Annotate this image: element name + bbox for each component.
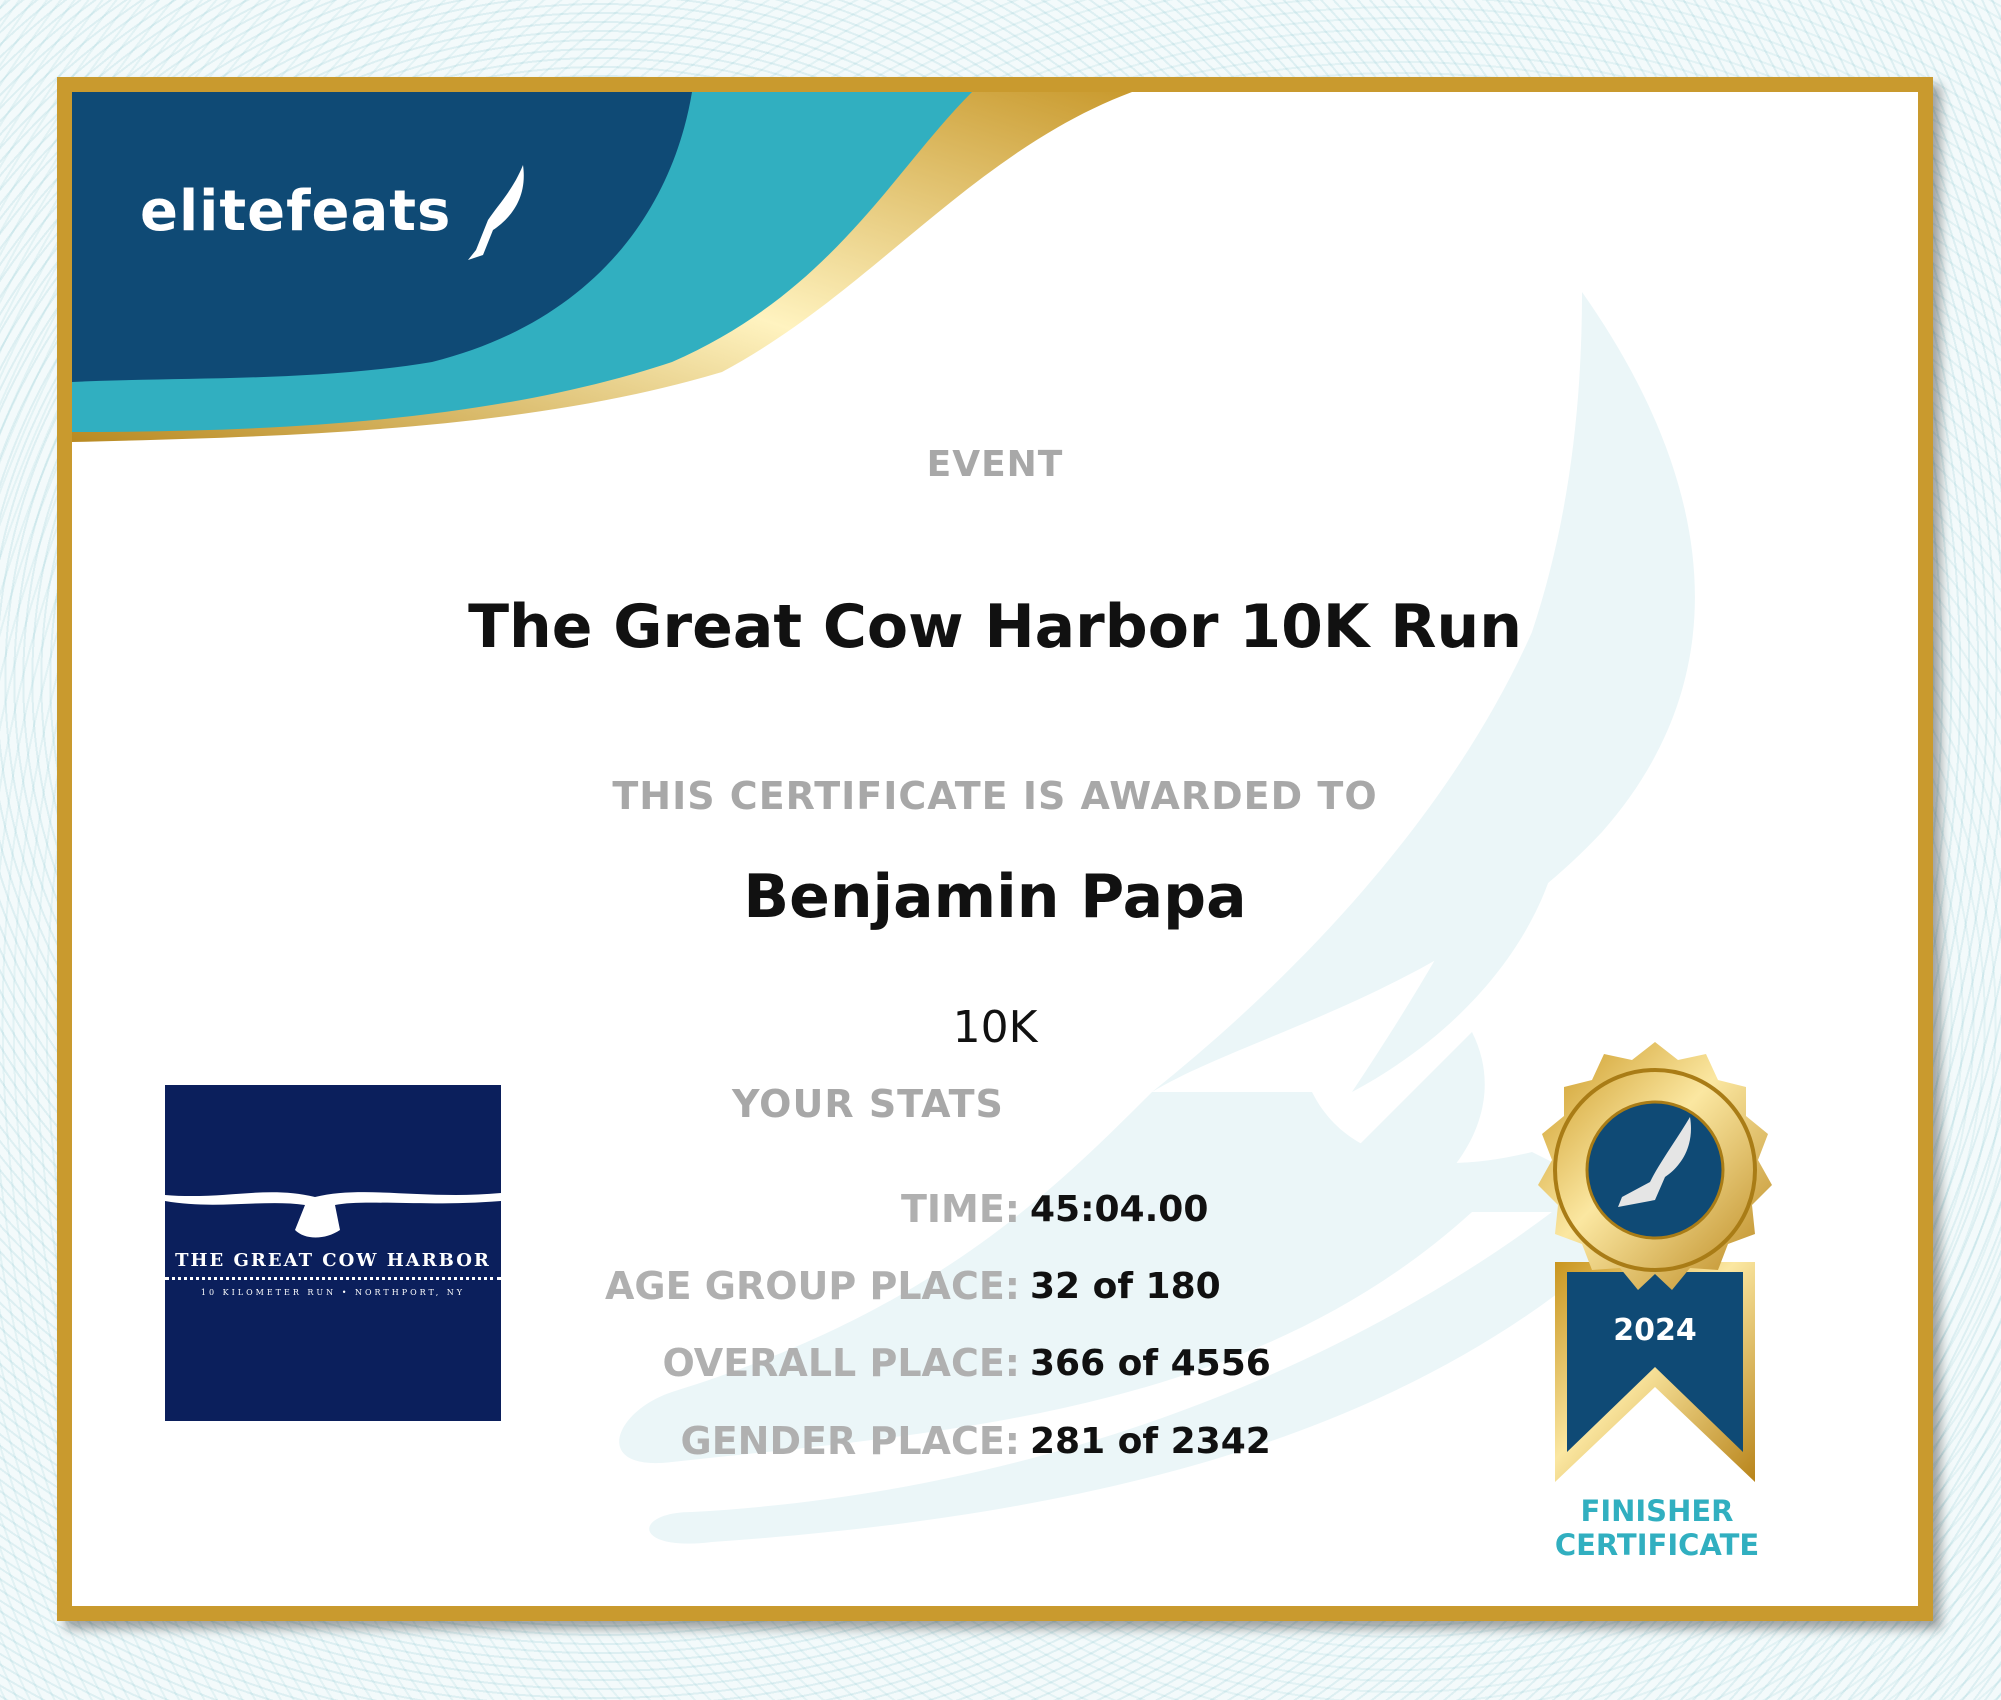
finisher-badge: 2024 — [1538, 1042, 1772, 1482]
certificate: elitefeats EVENT The Great Cow Harbor 10… — [57, 77, 1933, 1621]
event-name: The Great Cow Harbor 10K Run — [468, 592, 1522, 662]
awarded-to-label: THIS CERTIFICATE IS AWARDED TO — [612, 774, 1378, 818]
winged-foot-icon — [1618, 1117, 1691, 1207]
seagull-icon — [165, 1192, 501, 1238]
race-logo-title: THE GREAT COW HARBOR — [175, 1250, 491, 1271]
race-distance: 10K — [952, 1002, 1038, 1053]
stats-label: YOUR STATS — [732, 1082, 1004, 1126]
race-logo-subtitle: 10 KILOMETER RUN • NORTHPORT, NY — [200, 1288, 466, 1297]
race-logo: THE GREAT COW HARBOR 10 KILOMETER RUN • … — [165, 1085, 501, 1421]
header-wave — [72, 92, 1132, 442]
finisher-certificate-label: FINISHER CERTIFICATE — [1554, 1494, 1760, 1562]
event-label: EVENT — [926, 444, 1064, 485]
stat-row-gender: GENDER PLACE: 281 of 2342 — [680, 1419, 1271, 1463]
stat-row-age-group: AGE GROUP PLACE: 32 of 180 — [605, 1264, 1221, 1308]
elitefeats-logo: elitefeats — [140, 160, 528, 270]
recipient-name: Benjamin Papa — [743, 862, 1247, 932]
stat-row-overall: OVERALL PLACE: 366 of 4556 — [662, 1341, 1271, 1385]
winged-foot-watermark-icon — [619, 292, 1695, 1544]
winged-foot-icon — [467, 165, 524, 260]
stat-row-time: TIME: 45:04.00 — [900, 1187, 1209, 1231]
badge-year: 2024 — [1613, 1313, 1697, 1348]
